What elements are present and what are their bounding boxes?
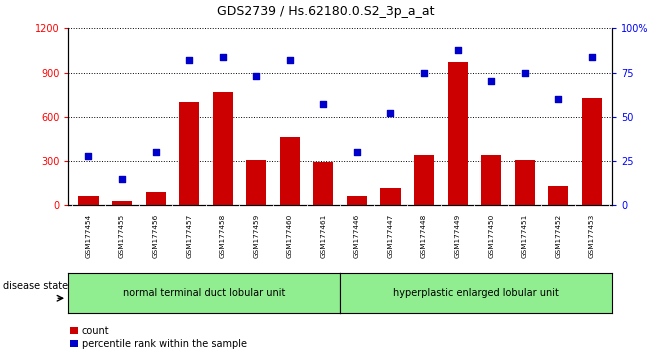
Bar: [146, 192, 165, 205]
Text: GSM177457: GSM177457: [186, 214, 192, 258]
Point: [486, 79, 496, 84]
Bar: [347, 196, 367, 205]
Point: [385, 110, 396, 116]
Bar: [582, 98, 602, 205]
Bar: [481, 155, 501, 205]
Bar: [548, 186, 568, 205]
Bar: [313, 162, 333, 205]
Text: disease state: disease state: [3, 281, 68, 291]
Bar: [414, 155, 434, 205]
Bar: [213, 92, 233, 205]
Text: GSM177447: GSM177447: [387, 214, 393, 258]
Text: GSM177461: GSM177461: [320, 214, 326, 258]
Point: [217, 54, 228, 59]
Bar: [447, 62, 467, 205]
Text: GSM177460: GSM177460: [287, 214, 293, 258]
Point: [587, 54, 597, 59]
Bar: [280, 137, 300, 205]
Text: GSM177455: GSM177455: [119, 214, 125, 258]
Point: [553, 96, 564, 102]
Text: normal terminal duct lobular unit: normal terminal duct lobular unit: [123, 288, 285, 298]
Text: GSM177456: GSM177456: [152, 214, 159, 258]
Point: [150, 149, 161, 155]
Point: [519, 70, 530, 75]
Text: hyperplastic enlarged lobular unit: hyperplastic enlarged lobular unit: [393, 288, 559, 298]
Bar: [78, 196, 98, 205]
Text: GSM177446: GSM177446: [354, 214, 360, 258]
Point: [318, 102, 329, 107]
Text: GSM177448: GSM177448: [421, 214, 427, 258]
Legend: count, percentile rank within the sample: count, percentile rank within the sample: [70, 326, 247, 349]
Bar: [515, 160, 534, 205]
Text: GSM177453: GSM177453: [589, 214, 595, 258]
Point: [117, 176, 127, 182]
Point: [352, 149, 362, 155]
Point: [83, 153, 94, 159]
Point: [419, 70, 429, 75]
Point: [284, 57, 295, 63]
Bar: [112, 201, 132, 205]
Bar: [246, 160, 266, 205]
Point: [452, 47, 463, 52]
Text: GSM177454: GSM177454: [85, 214, 92, 258]
Text: GSM177452: GSM177452: [555, 214, 561, 258]
Text: GDS2739 / Hs.62180.0.S2_3p_a_at: GDS2739 / Hs.62180.0.S2_3p_a_at: [217, 5, 434, 18]
Text: GSM177450: GSM177450: [488, 214, 494, 258]
Text: GSM177458: GSM177458: [219, 214, 226, 258]
Bar: [179, 102, 199, 205]
Text: GSM177451: GSM177451: [521, 214, 528, 258]
Point: [184, 57, 195, 63]
Point: [251, 73, 262, 79]
Text: GSM177459: GSM177459: [253, 214, 259, 258]
Text: GSM177449: GSM177449: [454, 214, 461, 258]
Bar: [380, 188, 400, 205]
